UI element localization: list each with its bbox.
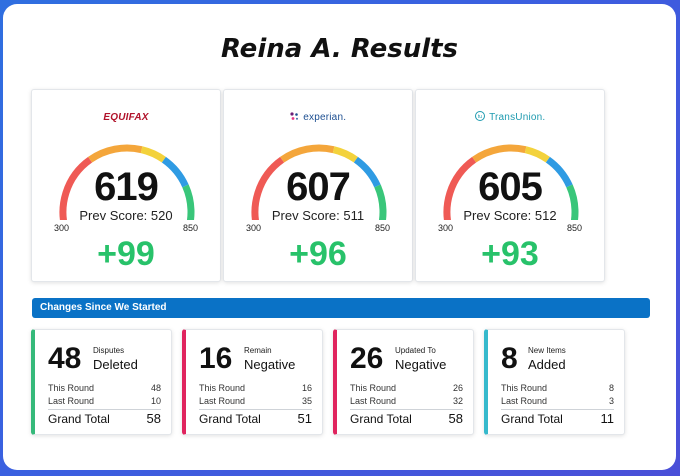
grand-total-value: 51 <box>297 411 312 426</box>
experian-logo: experian. <box>224 107 412 123</box>
stat-caption-small: Remain <box>244 346 272 355</box>
score-change: +99 <box>97 235 155 273</box>
divider <box>199 409 312 410</box>
divider <box>48 409 161 410</box>
gauge-segment <box>566 184 579 220</box>
this-round-value: 16 <box>301 383 312 393</box>
prev-score-label: Prev Score: <box>271 208 340 223</box>
stat-number: 16 <box>199 342 233 375</box>
grand-total-label: Grand Total <box>199 412 261 426</box>
gauge-segment <box>332 146 358 163</box>
gauge-segment <box>59 156 93 220</box>
grand-total-label: Grand Total <box>501 412 563 426</box>
stat-number: 48 <box>48 342 82 375</box>
stat-caption-small: Updated To <box>395 346 436 355</box>
last-round-label: Last Round <box>48 396 95 406</box>
stat-card-deleted: 48 Disputes Deleted This Round 48 Last R… <box>31 329 172 435</box>
gauge-segment <box>182 184 195 220</box>
this-round-label: This Round <box>199 383 246 393</box>
grand-total-value: 11 <box>600 411 615 426</box>
svg-text:tu: tu <box>478 114 482 120</box>
current-score: 619 <box>94 165 159 209</box>
prev-score: Prev Score: 520 <box>32 208 220 223</box>
gauge-segment <box>140 146 166 163</box>
gauge-segment <box>280 144 335 163</box>
gauge-segment <box>88 144 143 163</box>
gauge-segment <box>443 156 477 220</box>
this-round-label: This Round <box>350 383 397 393</box>
this-round-value: 8 <box>608 383 614 393</box>
last-round-value: 10 <box>150 396 161 406</box>
stat-caption-big: Added <box>528 357 566 372</box>
last-round-value: 32 <box>452 396 463 406</box>
last-round-value: 3 <box>608 396 614 406</box>
divider <box>501 409 614 410</box>
gauge-segment <box>524 146 550 163</box>
divider <box>350 409 463 410</box>
score-gauge <box>251 144 387 220</box>
gauge-min-label: 300 <box>54 223 70 233</box>
page-title: Reina A. Results <box>220 34 459 64</box>
gauge-max-label: 850 <box>374 223 390 233</box>
stat-card-new-items: 8 New Items Added This Round 8 Last Roun… <box>484 329 625 435</box>
gauge-segment <box>161 156 189 188</box>
stat-number: 26 <box>350 342 384 375</box>
prev-score-value: 511 <box>343 208 365 223</box>
this-round-value: 26 <box>452 383 463 393</box>
prev-score-label: Prev Score: <box>79 208 148 223</box>
experian-logo-text: experian. <box>303 112 347 123</box>
changes-banner: Changes Since We Started <box>32 298 650 318</box>
prev-score: Prev Score: 511 <box>224 208 412 223</box>
transunion-logo-text: TransUnion. <box>489 112 546 123</box>
stat-caption-small: Disputes <box>93 346 125 355</box>
grand-total-label: Grand Total <box>350 412 412 426</box>
gauge-segment <box>374 184 387 220</box>
this-round-value: 48 <box>150 383 161 393</box>
stat-number: 8 <box>501 342 518 375</box>
gauge-max-label: 850 <box>182 223 198 233</box>
current-score: 605 <box>478 165 543 209</box>
last-round-value: 35 <box>301 396 312 406</box>
last-round-label: Last Round <box>501 396 548 406</box>
last-round-label: Last Round <box>199 396 246 406</box>
grand-total-value: 58 <box>448 411 463 426</box>
last-round-label: Last Round <box>350 396 397 406</box>
gauge-segment <box>472 144 527 163</box>
prev-score-value: 512 <box>534 208 557 223</box>
current-score: 607 <box>286 165 351 209</box>
stat-card-remain-negative: 16 Remain Negative This Round 16 Last Ro… <box>182 329 323 435</box>
prev-score-label: Prev Score: <box>463 208 532 223</box>
gauge-min-label: 300 <box>246 223 262 233</box>
score-change: +96 <box>289 235 347 273</box>
score-change: +93 <box>481 235 539 273</box>
this-round-label: This Round <box>501 383 548 393</box>
stat-caption-big: Negative <box>244 357 296 372</box>
equifax-score-card: EQUIFAX 619 Prev Score: 520 300 850 +99 <box>31 89 221 282</box>
gauge-min-label: 300 <box>438 223 454 233</box>
transunion-score-card: tu TransUnion. 605 Prev Score: 512 300 8… <box>415 89 605 282</box>
grand-total-value: 58 <box>146 411 161 426</box>
this-round-label: This Round <box>48 383 95 393</box>
results-panel: Reina A. Results EQUIFAX 619 Prev Score:… <box>3 4 676 470</box>
score-gauge <box>443 144 579 220</box>
score-gauge <box>59 144 195 220</box>
gauge-segment <box>545 156 573 188</box>
prev-score: Prev Score: 512 <box>416 208 604 223</box>
stat-caption-small: New Items <box>528 346 566 355</box>
experian-dots-icon <box>290 112 298 120</box>
gauge-segment <box>251 156 285 220</box>
stat-card-updated-negative: 26 Updated To Negative This Round 26 Las… <box>333 329 474 435</box>
equifax-logo-text: EQUIFAX <box>103 112 149 123</box>
stat-caption-big: Deleted <box>93 357 138 372</box>
stat-caption-big: Negative <box>395 357 447 372</box>
prev-score-value: 520 <box>150 208 173 223</box>
equifax-logo: EQUIFAX <box>32 107 220 123</box>
transunion-logo: tu TransUnion. <box>416 107 604 123</box>
transunion-tu-icon: tu <box>474 111 485 121</box>
grand-total-label: Grand Total <box>48 412 110 426</box>
gauge-max-label: 850 <box>566 223 582 233</box>
gauge-segment <box>353 156 381 188</box>
experian-score-card: experian. 607 Prev Score: 511 300 850 +9… <box>223 89 413 282</box>
